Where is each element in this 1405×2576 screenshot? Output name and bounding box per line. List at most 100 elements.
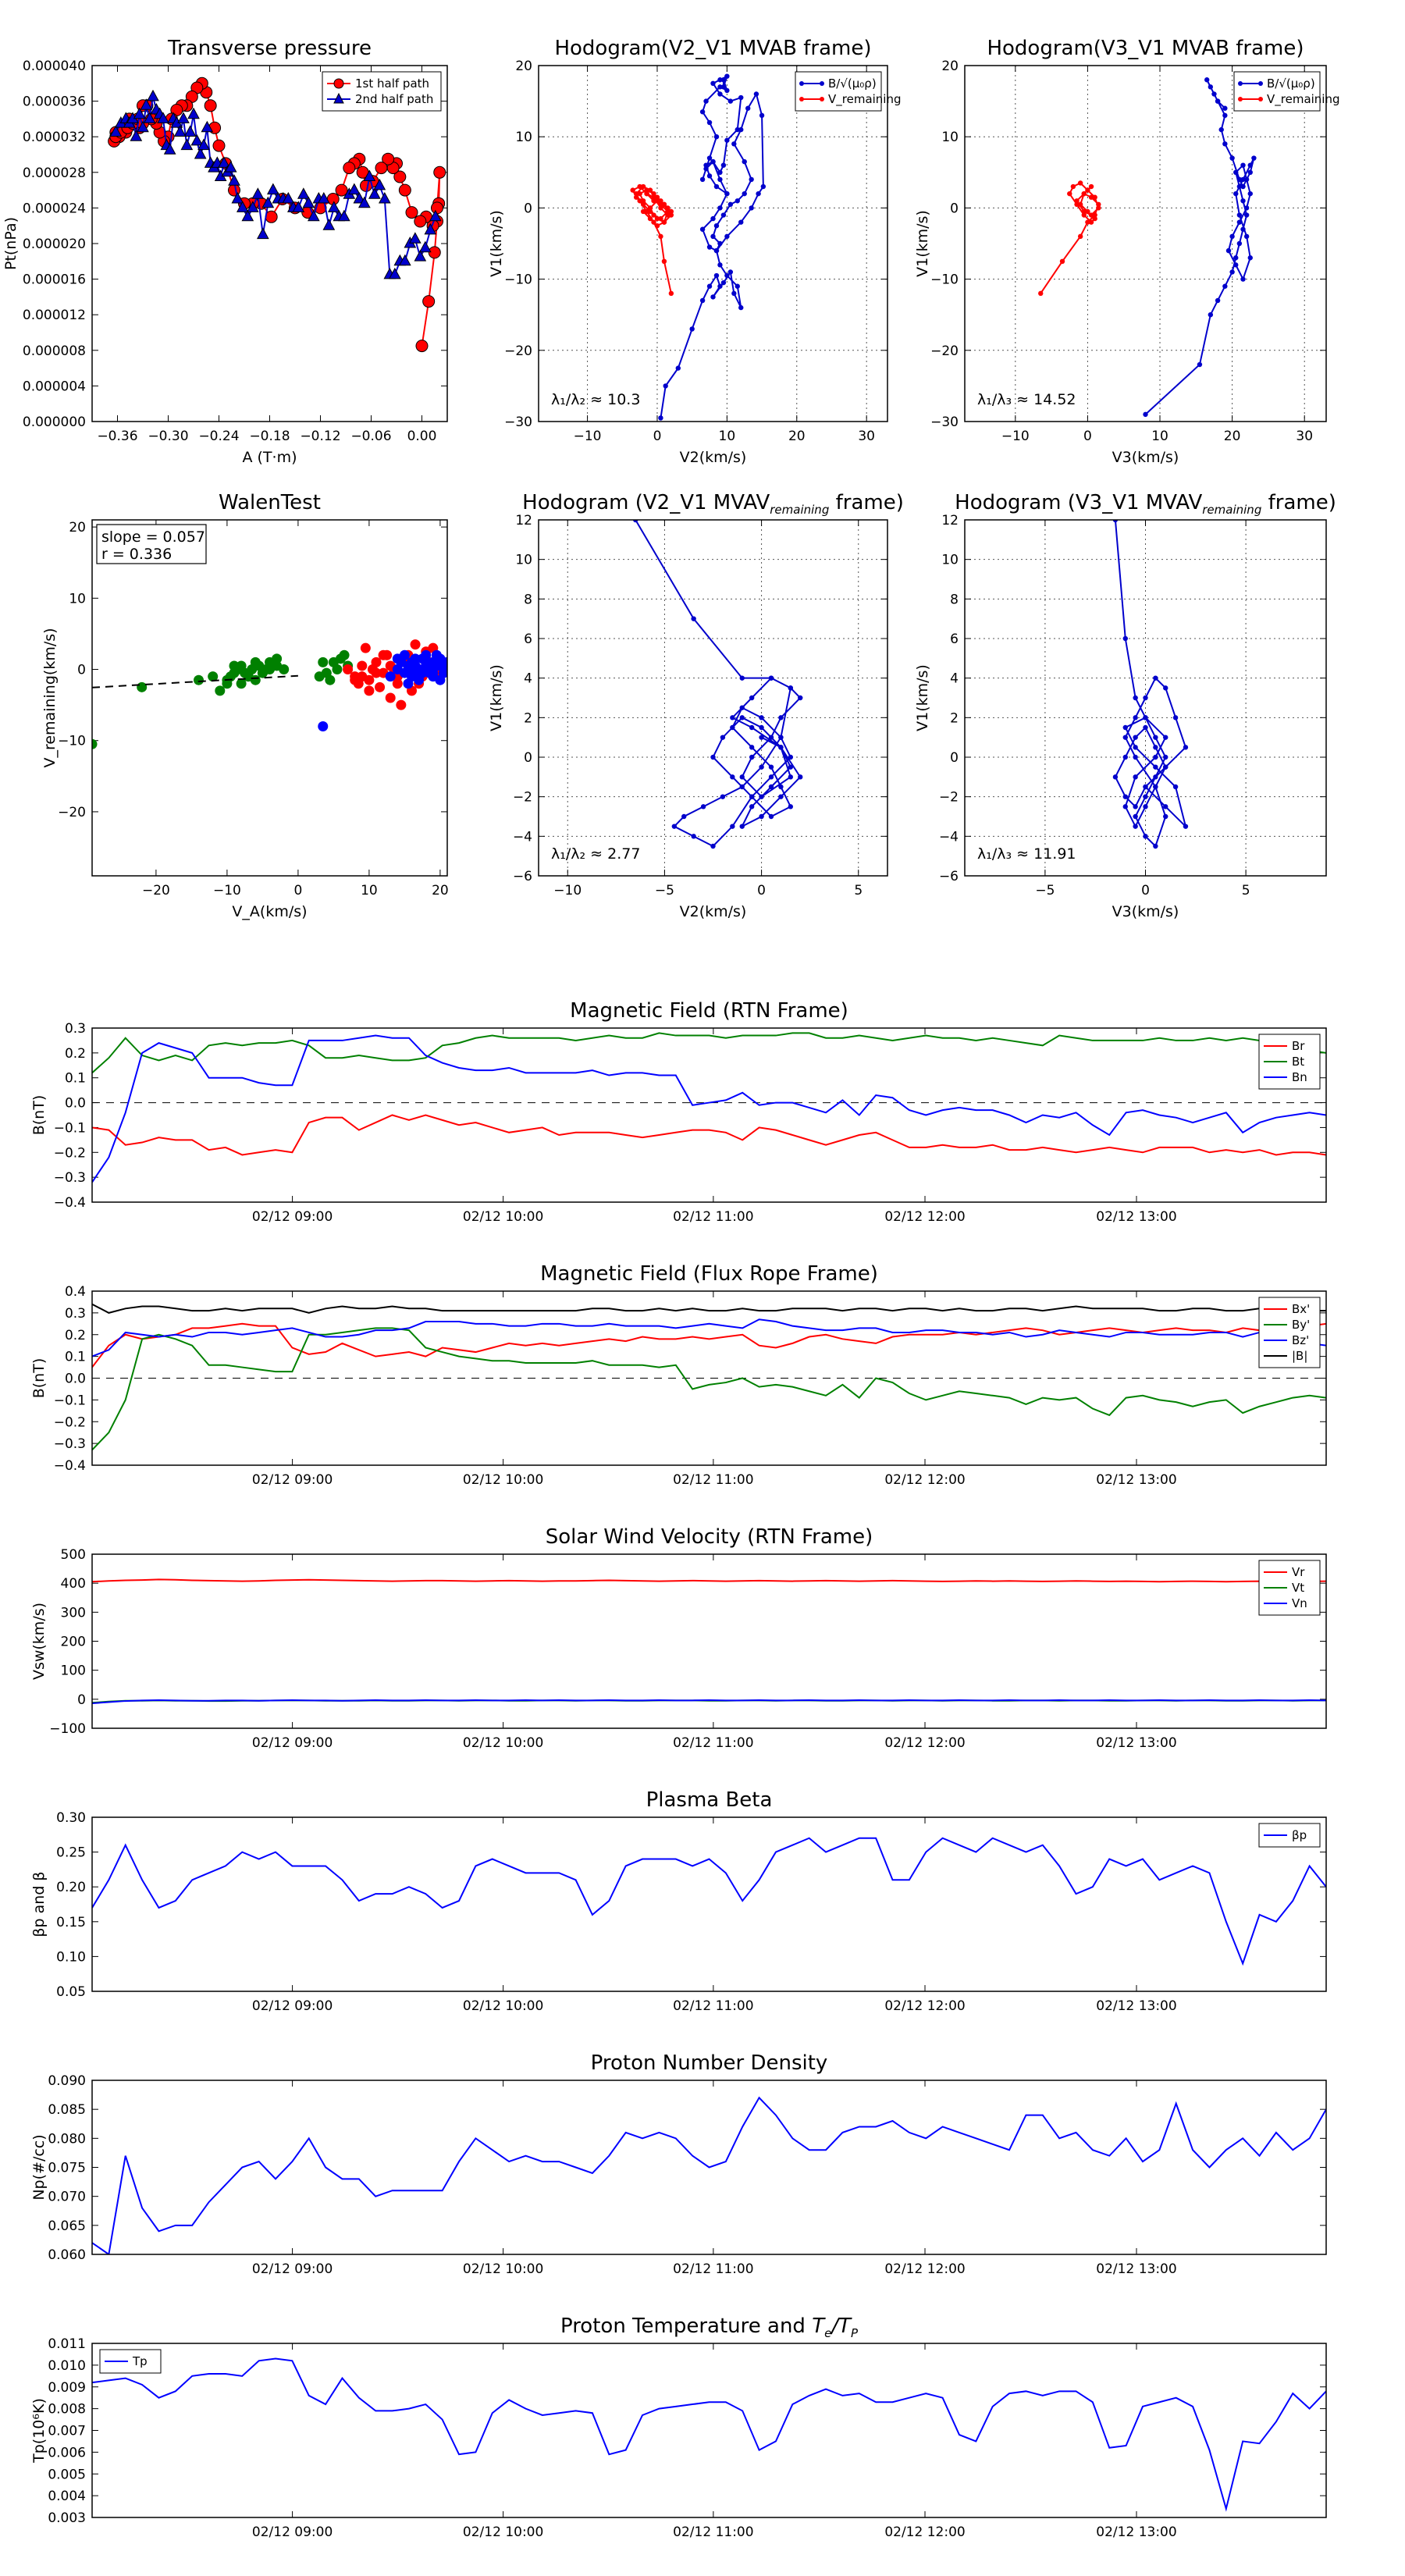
- data-point: [424, 222, 437, 235]
- x-tick-label: 10: [1151, 429, 1168, 444]
- data-point: [190, 133, 204, 146]
- data-point: [788, 774, 794, 780]
- data-point: [410, 639, 421, 650]
- data-point: [768, 735, 774, 740]
- y-tick-label: 0.000016: [23, 272, 86, 288]
- data-point: [1085, 219, 1090, 225]
- plot-area: [92, 2357, 1326, 2512]
- data-point: [738, 219, 744, 225]
- data-point: [739, 705, 745, 710]
- data-point: [1122, 735, 1128, 740]
- data-point: [375, 681, 386, 692]
- y-tick-label: 0.080: [48, 2131, 86, 2147]
- y-tick-label: 0.060: [48, 2247, 86, 2263]
- y-tick-label: −30: [930, 415, 959, 430]
- legend: βp: [1258, 1823, 1321, 1848]
- data-point: [739, 715, 745, 720]
- legend-marker: [333, 78, 344, 89]
- y-tick-label: 0: [77, 1692, 86, 1708]
- chart-title: Hodogram(V2_V1 MVAB frame): [554, 37, 871, 60]
- y-tick-label: −0.4: [54, 1458, 86, 1474]
- data-point: [661, 201, 667, 208]
- data-point: [363, 169, 376, 181]
- y-tick-label: 0.075: [48, 2161, 86, 2176]
- x-tick-label: −10: [1001, 429, 1030, 444]
- legend-box: [1233, 71, 1321, 112]
- data-point: [1229, 269, 1235, 275]
- x-tick-label: 0: [653, 429, 662, 444]
- y-tick-label: 12: [515, 513, 532, 528]
- data-point: [651, 212, 656, 218]
- legend-marker: [799, 97, 804, 101]
- data-point: [1240, 226, 1246, 232]
- legend-box: [322, 71, 442, 112]
- data-point: [1096, 201, 1101, 208]
- data-point: [759, 112, 765, 119]
- y-tick-label: −10: [930, 272, 959, 288]
- plot-area: [108, 76, 446, 353]
- data-point: [1088, 194, 1094, 200]
- y-tick-label: 8: [950, 592, 959, 607]
- y-tick-label: 0: [950, 201, 959, 216]
- data-point: [1240, 276, 1246, 282]
- axes-frame: [91, 2080, 1327, 2255]
- data-point: [1243, 212, 1250, 218]
- x-tick-label: 02/12 11:00: [673, 1735, 753, 1751]
- legend-label: 2nd half path: [355, 92, 433, 106]
- data-point: [1143, 794, 1148, 799]
- data-point: [699, 109, 706, 115]
- plot-area: [92, 1303, 1326, 1451]
- series-line: [92, 2096, 1326, 2254]
- chart-plasma-beta: Plasma Beta 02/12 09:00 02/12 10:00 02/12 1…: [30, 1788, 1327, 2014]
- data-point: [724, 190, 730, 197]
- x-tick-label: 02/12 11:00: [673, 1472, 753, 1488]
- chart-proton-temperature: Proton Temperature and Te/TP 02/12 09:00 0…: [30, 2314, 1327, 2540]
- data-point: [1153, 843, 1158, 849]
- y-tick-label: 0.25: [56, 1845, 86, 1861]
- data-point: [378, 191, 391, 204]
- data-point: [1133, 813, 1138, 820]
- data-point: [371, 656, 382, 667]
- axes-frame: [91, 65, 448, 422]
- data-point: [1074, 198, 1080, 204]
- plot-area: [92, 1032, 1326, 1183]
- y-tick-label: −20: [504, 343, 532, 359]
- chart-hodogram-v3-v1-mvav: Hodogram (V3_V1 MVAVremaining frame) −5 0 5…: [914, 491, 1336, 920]
- data-point: [407, 664, 417, 675]
- chart-solar-wind-velocity: Solar Wind Velocity (RTN Frame) 02/12 09:…: [30, 1525, 1327, 1751]
- data-point: [442, 656, 447, 667]
- y-tick-label: 0.004: [48, 2489, 86, 2504]
- series-line: [92, 2357, 1326, 2512]
- data-point: [759, 794, 764, 799]
- data-point: [1096, 205, 1101, 211]
- data-point: [724, 73, 730, 79]
- data-point: [1133, 695, 1138, 701]
- data-point: [706, 283, 713, 289]
- data-point: [133, 107, 146, 119]
- data-point: [385, 692, 396, 703]
- chart-title: Plasma Beta: [646, 1788, 773, 1812]
- data-point: [1081, 212, 1087, 218]
- series-line: [92, 1034, 1326, 1183]
- y-tick-label: 0.000004: [23, 379, 86, 394]
- data-point: [637, 190, 642, 197]
- data-point: [1240, 198, 1246, 204]
- data-point: [201, 120, 214, 133]
- data-point: [640, 183, 646, 190]
- data-point: [633, 190, 639, 197]
- data-point: [1038, 290, 1044, 297]
- data-point: [699, 226, 706, 232]
- data-point: [727, 98, 734, 104]
- legend-marker: [1258, 97, 1263, 101]
- data-point: [647, 205, 653, 211]
- x-tick-label: 02/12 09:00: [252, 1998, 333, 2014]
- data-point: [218, 156, 230, 168]
- y-axis-label: Pt(nPa): [2, 217, 20, 270]
- y-tick-label: −4: [513, 829, 532, 845]
- y-tick-label: −6: [939, 869, 959, 884]
- x-tick-label: 0: [1083, 429, 1092, 444]
- data-point: [713, 247, 720, 254]
- data-point: [431, 649, 442, 660]
- y-tick-label: −2: [939, 790, 959, 806]
- data-point: [647, 187, 653, 193]
